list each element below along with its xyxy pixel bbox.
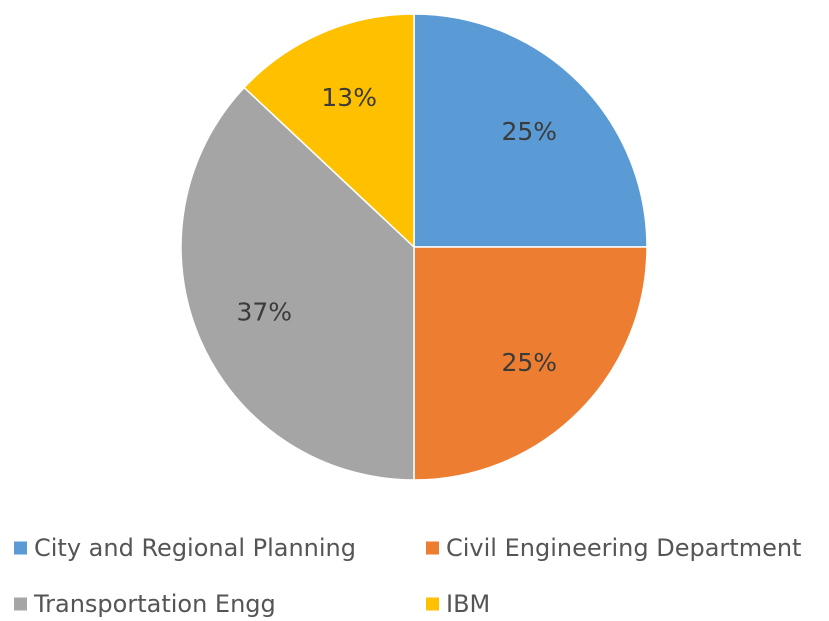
legend-label: City and Regional Planning	[34, 534, 356, 562]
legend-swatch	[426, 597, 439, 611]
legend-label: Transportation Engg	[33, 590, 276, 618]
legend-swatch	[14, 597, 27, 611]
pie-slices	[180, 13, 648, 481]
legend-swatch	[426, 541, 439, 555]
legend-label: IBM	[446, 590, 490, 618]
pie-slice-ibm	[243, 13, 415, 249]
chart-legend: City and Regional Planning Civil Engineer…	[14, 534, 801, 618]
pie-slice-city-and-regional-planning	[413, 13, 648, 248]
data-label-transportation-engg: 37%	[237, 297, 293, 326]
pie-slice-civil-engineering-department	[413, 246, 648, 481]
legend-item-civil-engineering-department: Civil Engineering Department	[426, 534, 801, 562]
legend-swatch	[14, 541, 27, 555]
legend-label: Civil Engineering Department	[446, 534, 801, 562]
legend-item-ibm: IBM	[426, 590, 490, 618]
legend-item-transportation-engg: Transportation Engg	[14, 590, 276, 618]
data-label-city-and-regional-planning: 25%	[502, 117, 558, 146]
pie-slice-transportation-engg	[180, 86, 415, 481]
legend-item-city-and-regional-planning: City and Regional Planning	[14, 534, 356, 562]
data-label-civil-engineering-department: 25%	[502, 348, 558, 377]
pie-data-labels: 25% 25% 37% 13%	[237, 83, 558, 377]
data-label-ibm: 13%	[321, 83, 377, 112]
